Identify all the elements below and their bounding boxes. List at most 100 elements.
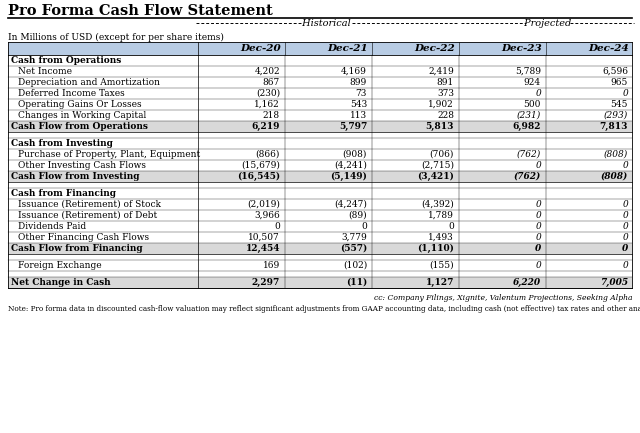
Text: 545: 545 [611,100,628,109]
Text: 1,902: 1,902 [428,100,454,109]
Text: (1,110): (1,110) [417,244,454,253]
Bar [8,99,632,110]
Text: (762): (762) [514,172,541,181]
Text: (3,421): (3,421) [417,172,454,181]
Text: Cash Flow from Operations: Cash Flow from Operations [11,122,148,131]
Bar [8,271,632,277]
Text: Cash from Financing: Cash from Financing [11,189,116,198]
Bar [8,171,632,182]
Text: Changes in Working Capital: Changes in Working Capital [18,111,147,120]
Text: (230): (230) [256,89,280,98]
Text: 113: 113 [350,111,367,120]
Text: 1,162: 1,162 [254,100,280,109]
Text: Issuance (Retirement) of Stock: Issuance (Retirement) of Stock [18,200,161,209]
Text: 5,797: 5,797 [339,122,367,131]
Text: 543: 543 [349,100,367,109]
Text: (102): (102) [343,261,367,270]
Text: Dividends Paid: Dividends Paid [18,222,86,231]
Text: 0: 0 [535,200,541,209]
Bar [8,199,632,210]
Text: Dec-24: Dec-24 [588,44,629,53]
Text: Projected: Projected [521,19,574,28]
Text: 899: 899 [349,78,367,87]
Text: (908): (908) [342,150,367,159]
Text: 2,419: 2,419 [428,67,454,76]
Text: Purchase of Property, Plant, Equipment: Purchase of Property, Plant, Equipment [18,150,200,159]
Text: 3,966: 3,966 [254,211,280,220]
Text: Net Income: Net Income [18,67,72,76]
Bar [8,138,632,149]
Bar [8,243,632,254]
Text: Note: Pro forma data in discounted cash-flow valuation may reflect significant a: Note: Pro forma data in discounted cash-… [8,305,640,313]
Text: 6,220: 6,220 [513,278,541,287]
Text: 0: 0 [622,222,628,231]
Text: 500: 500 [524,100,541,109]
Text: 73: 73 [356,89,367,98]
Text: 4,202: 4,202 [254,67,280,76]
Text: (2,019): (2,019) [247,200,280,209]
Text: 0: 0 [622,233,628,242]
Text: 965: 965 [611,78,628,87]
Text: Cash Flow from Financing: Cash Flow from Financing [11,244,143,253]
Text: 924: 924 [524,78,541,87]
Text: Other Investing Cash Flows: Other Investing Cash Flows [18,161,146,170]
Text: 218: 218 [263,111,280,120]
Text: 169: 169 [263,261,280,270]
Text: Issuance (Retirement) of Debt: Issuance (Retirement) of Debt [18,211,157,220]
Text: 7,813: 7,813 [600,122,628,131]
Text: 0: 0 [535,89,541,98]
Bar [8,232,632,243]
Text: Foreign Exchange: Foreign Exchange [18,261,102,270]
Bar [8,182,632,188]
Bar [8,110,632,121]
Text: Cash Flow from Investing: Cash Flow from Investing [11,172,140,181]
Text: Net Change in Cash: Net Change in Cash [11,278,111,287]
Text: Cash from Operations: Cash from Operations [11,56,121,65]
Text: 0: 0 [622,261,628,270]
Text: 0: 0 [535,161,541,170]
Text: Deferred Income Taxes: Deferred Income Taxes [18,89,125,98]
Text: 228: 228 [437,111,454,120]
Text: 6,982: 6,982 [513,122,541,131]
Text: Dec-20: Dec-20 [240,44,281,53]
Text: 0: 0 [275,222,280,231]
Text: 12,454: 12,454 [246,244,280,253]
Text: 0: 0 [535,244,541,253]
Text: (557): (557) [340,244,367,253]
Text: 1,493: 1,493 [428,233,454,242]
Bar [8,160,632,171]
Text: (4,241): (4,241) [334,161,367,170]
Bar [8,254,632,260]
Text: (16,545): (16,545) [237,172,280,181]
Text: 0: 0 [448,222,454,231]
Bar [8,260,632,271]
Text: (4,247): (4,247) [334,200,367,209]
Text: 0: 0 [535,211,541,220]
Bar [8,42,632,55]
Text: (808): (808) [604,150,628,159]
Bar [8,66,632,77]
Text: (4,392): (4,392) [421,200,454,209]
Text: 373: 373 [437,89,454,98]
Text: 4,169: 4,169 [341,67,367,76]
Text: Cash from Investing: Cash from Investing [11,139,113,148]
Text: Pro Forma Cash Flow Statement: Pro Forma Cash Flow Statement [8,4,273,18]
Text: Other Financing Cash Flows: Other Financing Cash Flows [18,233,149,242]
Text: 0: 0 [361,222,367,231]
Text: 0: 0 [621,244,628,253]
Text: Depreciation and Amortization: Depreciation and Amortization [18,78,160,87]
Bar [8,210,632,221]
Text: (231): (231) [516,111,541,120]
Text: (293): (293) [604,111,628,120]
Text: 0: 0 [535,261,541,270]
Text: 3,779: 3,779 [341,233,367,242]
Text: 5,789: 5,789 [515,67,541,76]
Text: 5,813: 5,813 [426,122,454,131]
Text: 6,596: 6,596 [602,67,628,76]
Text: (866): (866) [255,150,280,159]
Bar [8,132,632,138]
Text: (762): (762) [516,150,541,159]
Text: (155): (155) [429,261,454,270]
Text: 0: 0 [622,200,628,209]
Text: Dec-21: Dec-21 [327,44,368,53]
